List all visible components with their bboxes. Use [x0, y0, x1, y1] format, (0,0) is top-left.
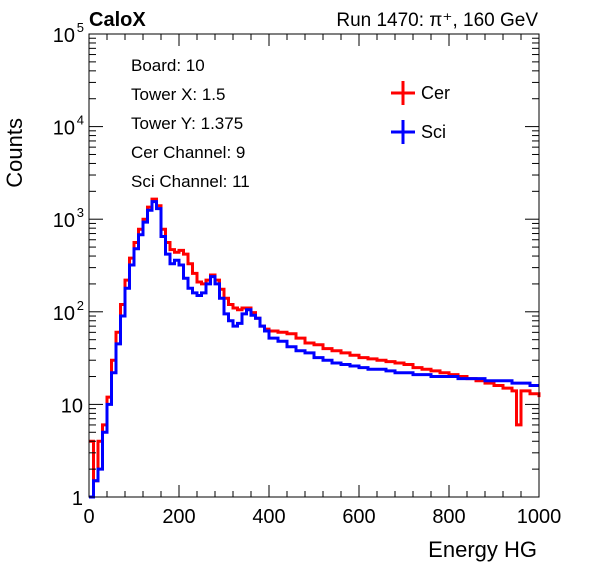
info-line: Board: 10 — [131, 56, 205, 75]
plot-frame — [88, 33, 540, 498]
series-layer — [89, 197, 541, 499]
x-axis-label: Energy HG — [428, 537, 537, 562]
y-tick-label: 10 — [53, 118, 75, 140]
x-tick-label: 200 — [162, 506, 195, 528]
run-info: Run 1470: π⁺, 160 GeV — [336, 10, 538, 31]
y-axis-label: Counts — [2, 118, 27, 188]
y-tick-exponent: 2 — [77, 298, 84, 313]
series-line-sci — [89, 200, 539, 499]
x-tick-label: 600 — [342, 506, 375, 528]
y-tick-label: 1 — [72, 488, 83, 510]
x-tick-label: 400 — [252, 506, 285, 528]
y-tick-label: 10 — [53, 210, 75, 232]
experiment-label: CaloX — [89, 9, 146, 31]
info-line: Tower X: 1.5 — [131, 85, 226, 104]
y-tick-label: 10 — [53, 303, 75, 325]
x-tick-label: 1000 — [517, 506, 562, 528]
x-tick-label: 800 — [432, 506, 465, 528]
y-tick-exponent: 5 — [77, 20, 84, 35]
x-tick-label: 0 — [83, 506, 94, 528]
legend: Cer Sci — [391, 81, 450, 144]
legend-label-cer: Cer — [421, 83, 450, 103]
info-line: Cer Channel: 9 — [131, 143, 245, 162]
y-tick-exponent: 4 — [77, 113, 84, 128]
y-tick-exponent: 3 — [77, 205, 84, 220]
legend-label-sci: Sci — [421, 122, 446, 142]
info-line: Tower Y: 1.375 — [131, 114, 243, 133]
y-tick-label: 10 — [53, 25, 75, 47]
info-box: Board: 10 Tower X: 1.5 Tower Y: 1.375 Cer C… — [131, 56, 250, 191]
info-line: Sci Channel: 11 — [131, 172, 250, 191]
y-tick-label: 10 — [61, 395, 83, 417]
